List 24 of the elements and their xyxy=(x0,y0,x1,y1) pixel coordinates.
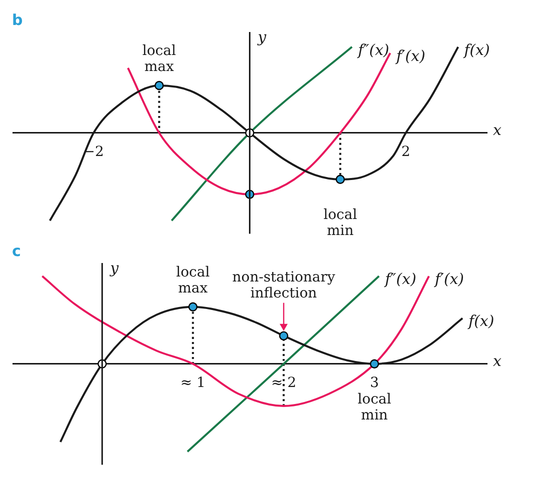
series-label: f″(x) xyxy=(384,270,416,288)
series-label: f′(x) xyxy=(395,46,426,65)
x-tick-label: −2 xyxy=(83,144,104,160)
annotation: local min xyxy=(358,392,392,424)
series-label: f″(x) xyxy=(356,40,390,59)
x-tick-label: ≈ 2 xyxy=(271,374,296,391)
annotation: local min xyxy=(323,207,358,240)
series-label: f(x) xyxy=(463,40,490,59)
series-label: f′(x) xyxy=(434,270,464,288)
point xyxy=(336,174,345,184)
annotation: local max xyxy=(142,43,176,76)
chart-title: c xyxy=(12,242,21,260)
chart-title: b xyxy=(12,10,23,29)
x-tick-label: 2 xyxy=(401,144,410,160)
x-tick-label: ≈ 1 xyxy=(180,374,206,391)
x-axis-title: x xyxy=(493,352,502,370)
y-axis-title: y xyxy=(256,28,267,46)
x-axis-title: x xyxy=(493,120,502,139)
point xyxy=(154,80,164,90)
y-axis-title: y xyxy=(109,258,120,277)
annotation: local max xyxy=(176,264,210,297)
series-label: f(x) xyxy=(467,312,494,330)
x-tick-label: 3 xyxy=(370,374,379,391)
annotation: non-stationary inflection xyxy=(232,269,336,302)
